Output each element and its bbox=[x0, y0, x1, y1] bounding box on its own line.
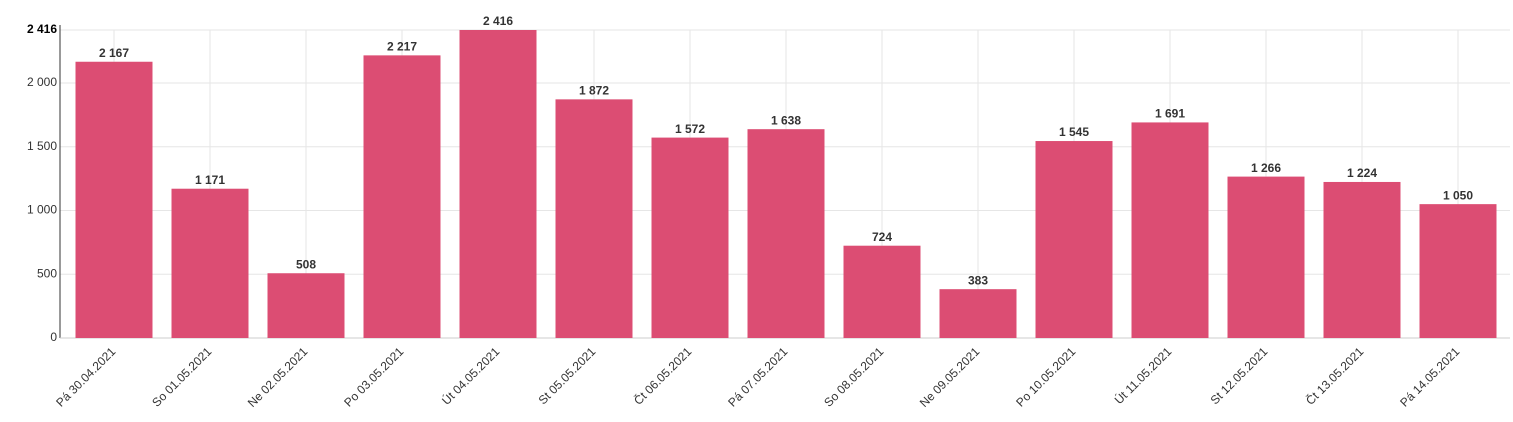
bar bbox=[1227, 176, 1305, 338]
x-tick-label: Út 04.05.2021 bbox=[438, 344, 502, 408]
x-tick-label: Čt 13.05.2021 bbox=[1302, 344, 1366, 408]
y-tick-label: 500 bbox=[37, 266, 57, 280]
x-tick-label: Čt 06.05.2021 bbox=[630, 344, 694, 408]
value-label: 383 bbox=[968, 273, 988, 287]
value-label: 1 050 bbox=[1443, 188, 1473, 202]
value-label: 1 638 bbox=[771, 113, 801, 127]
x-tick-label: Út 11.05.2021 bbox=[1111, 344, 1175, 408]
value-label: 724 bbox=[872, 230, 892, 244]
value-label: 2 416 bbox=[483, 14, 513, 28]
x-tick-label: Ne 02.05.2021 bbox=[245, 344, 311, 410]
value-label: 508 bbox=[296, 257, 316, 271]
y-tick-label: 0 bbox=[50, 330, 57, 344]
x-tick-label: Po 03.05.2021 bbox=[341, 344, 406, 409]
x-tick-label: Ne 09.05.2021 bbox=[917, 344, 983, 410]
bar bbox=[555, 99, 633, 339]
y-tick-label: 2 416 bbox=[27, 22, 57, 36]
x-tick-label: Pá 30.04.2021 bbox=[53, 344, 118, 409]
x-tick-label: Po 10.05.2021 bbox=[1013, 344, 1078, 409]
bar bbox=[267, 273, 345, 338]
value-label: 2 217 bbox=[387, 40, 417, 54]
value-label: 2 167 bbox=[99, 46, 129, 60]
x-tick-label: St 05.05.2021 bbox=[536, 344, 599, 407]
y-tick-label: 1 000 bbox=[27, 203, 57, 217]
bar bbox=[939, 289, 1017, 338]
x-tick-label: Pá 07.05.2021 bbox=[725, 344, 790, 409]
bar bbox=[459, 30, 537, 338]
x-tick-label: Pá 14.05.2021 bbox=[1397, 344, 1462, 409]
bar bbox=[1419, 204, 1497, 338]
bar bbox=[171, 188, 249, 338]
x-tick-label: St 12.05.2021 bbox=[1208, 344, 1271, 407]
bar bbox=[75, 61, 153, 338]
value-label: 1 171 bbox=[195, 173, 225, 187]
bar bbox=[843, 245, 921, 338]
value-label: 1 872 bbox=[579, 84, 609, 98]
x-tick-label: So 01.05.2021 bbox=[149, 344, 214, 409]
bar bbox=[1131, 122, 1209, 338]
value-label: 1 545 bbox=[1059, 125, 1089, 139]
bar bbox=[651, 137, 729, 338]
bar bbox=[747, 129, 825, 338]
x-tick-label: So 08.05.2021 bbox=[821, 344, 886, 409]
bar bbox=[1323, 181, 1401, 338]
value-label: 1 224 bbox=[1347, 166, 1377, 180]
value-label: 1 691 bbox=[1155, 107, 1185, 121]
bar bbox=[363, 55, 441, 339]
y-tick-label: 2 000 bbox=[27, 75, 57, 89]
bar bbox=[1035, 141, 1113, 338]
value-label: 1 266 bbox=[1251, 161, 1281, 175]
y-tick-label: 1 500 bbox=[27, 139, 57, 153]
value-label: 1 572 bbox=[675, 122, 705, 136]
